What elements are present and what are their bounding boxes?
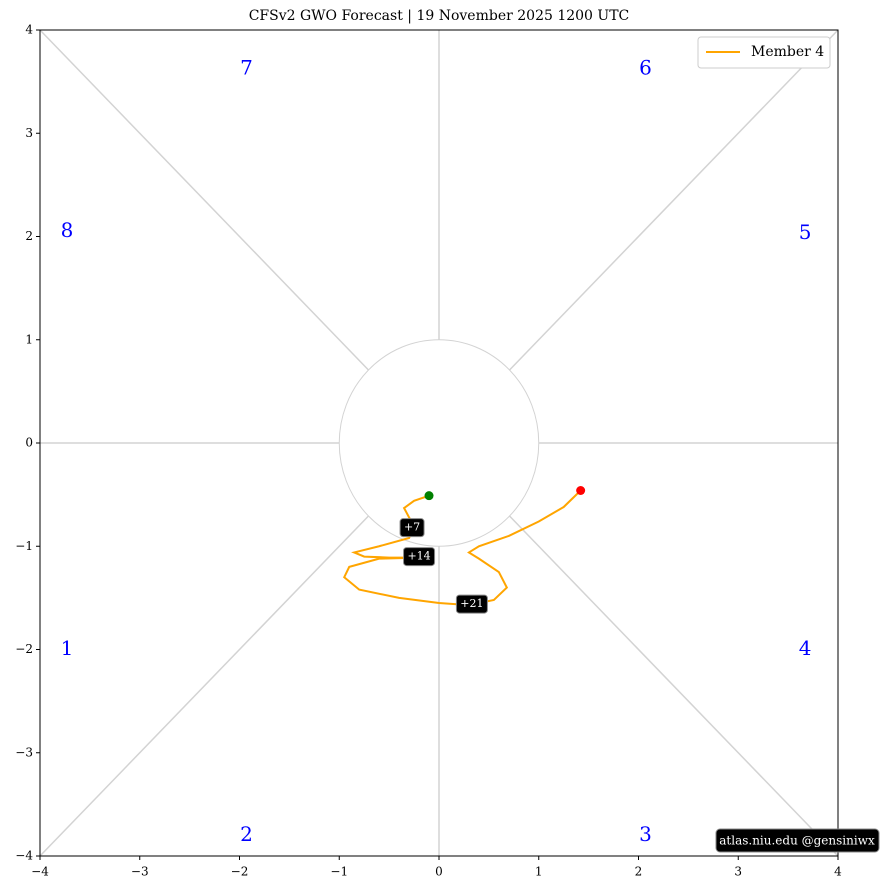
x-tick-label: −4 xyxy=(31,865,49,879)
y-tick-label: 4 xyxy=(25,23,33,37)
start-marker xyxy=(424,491,434,501)
legend-label: Member 4 xyxy=(751,44,824,60)
annotation: +14 xyxy=(403,547,436,567)
phase-label: 3 xyxy=(639,822,652,846)
annotation-text: +21 xyxy=(460,597,483,610)
legend: Member 4 xyxy=(697,36,831,69)
phase-label: 5 xyxy=(799,220,812,244)
y-tick-label: −3 xyxy=(15,745,33,759)
annotation-text: +14 xyxy=(407,550,430,563)
watermark: atlas.niu.edu @gensiniwx xyxy=(715,828,880,853)
x-tick-label: −1 xyxy=(330,865,348,879)
chart-title: CFSv2 GWO Forecast | 19 November 2025 12… xyxy=(249,8,630,24)
y-tick-label: 0 xyxy=(25,436,33,450)
legend-box xyxy=(697,36,831,69)
y-tick-label: 3 xyxy=(25,126,33,140)
annotation-box xyxy=(403,547,436,567)
x-tick-label: 4 xyxy=(834,865,842,879)
y-tick-label: −2 xyxy=(15,642,33,656)
phase-label: 4 xyxy=(799,636,812,660)
end-marker xyxy=(576,485,586,495)
phase-label: 6 xyxy=(639,56,652,80)
annotation-text: +7 xyxy=(404,521,420,534)
phase-label: 2 xyxy=(240,822,253,846)
watermark-box xyxy=(715,828,880,853)
x-tick-label: 1 xyxy=(535,865,543,879)
y-tick-label: −1 xyxy=(15,539,33,553)
phase-line xyxy=(39,515,370,857)
phase-label: 7 xyxy=(240,56,253,80)
phase-line xyxy=(39,29,370,371)
phase-label: 1 xyxy=(61,636,74,660)
x-tick-label: 0 xyxy=(435,865,443,879)
phase-line xyxy=(508,515,839,857)
annotation: +21 xyxy=(455,594,488,614)
phase-line xyxy=(508,29,839,371)
x-tick-label: 2 xyxy=(635,865,643,879)
annotation: +7 xyxy=(399,518,425,538)
phase-label: 8 xyxy=(61,218,74,242)
x-tick-label: 3 xyxy=(734,865,742,879)
x-tick-label: −2 xyxy=(231,865,249,879)
y-tick-label: 1 xyxy=(25,332,33,346)
x-tick-label: −3 xyxy=(131,865,149,879)
annotation-box xyxy=(455,594,488,614)
y-tick-label: 2 xyxy=(25,229,33,243)
y-tick-label: −4 xyxy=(15,849,33,863)
annotation-box xyxy=(399,518,425,538)
watermark-text: atlas.niu.edu @gensiniwx xyxy=(719,834,875,848)
unit-circle xyxy=(338,339,540,547)
